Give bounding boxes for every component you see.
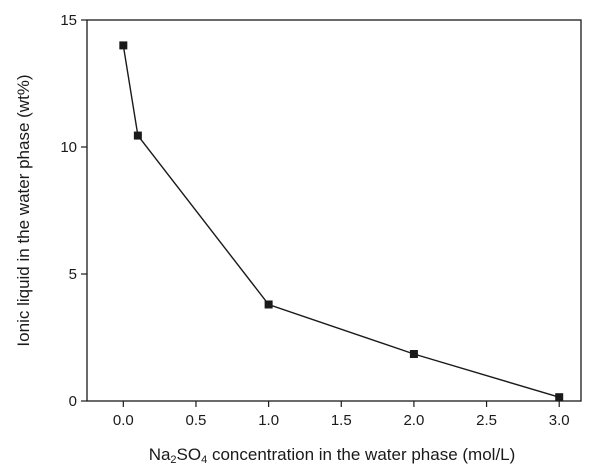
y-tick-label: 5 <box>69 266 77 283</box>
series-layer <box>119 41 564 402</box>
x-axis-title-segment: Na <box>149 445 171 464</box>
plot-frame <box>86 19 582 402</box>
plot-border <box>86 19 582 402</box>
y-axis-ticks: 0 5 10 15 <box>60 12 87 410</box>
data-point-marker <box>264 300 273 309</box>
x-axis-ticks: 0.0 0.5 1.0 1.5 2.0 2.5 3.0 <box>113 401 570 429</box>
y-tick-label: 15 <box>60 12 77 29</box>
x-axis-title-subscript: 4 <box>201 454 207 466</box>
data-point-marker <box>409 350 418 359</box>
series-line <box>122 45 560 398</box>
x-tick-label: 3.0 <box>549 412 570 429</box>
x-tick-label: 2.0 <box>403 412 424 429</box>
y-tick-label: 0 <box>69 393 77 410</box>
x-tick-label: 1.5 <box>331 412 352 429</box>
x-axis-title-subscript: 2 <box>170 454 176 466</box>
data-point-marker <box>119 41 128 50</box>
x-tick-label: 2.5 <box>476 412 497 429</box>
x-tick-label: 0.0 <box>113 412 134 429</box>
x-axis-title-segment: SO <box>177 445 202 464</box>
x-tick-label: 1.0 <box>258 412 279 429</box>
data-point-marker <box>555 393 564 402</box>
data-point-marker <box>133 131 142 140</box>
x-axis-title-segment: concentration in the water phase (mol/L) <box>207 445 515 464</box>
x-tick-label: 0.5 <box>186 412 207 429</box>
y-axis-title: Ionic liquid in the water phase (wt%) <box>14 74 33 346</box>
x-axis-title: Na2SO4 concentration in the water phase … <box>149 445 516 466</box>
y-tick-label: 10 <box>60 139 77 156</box>
